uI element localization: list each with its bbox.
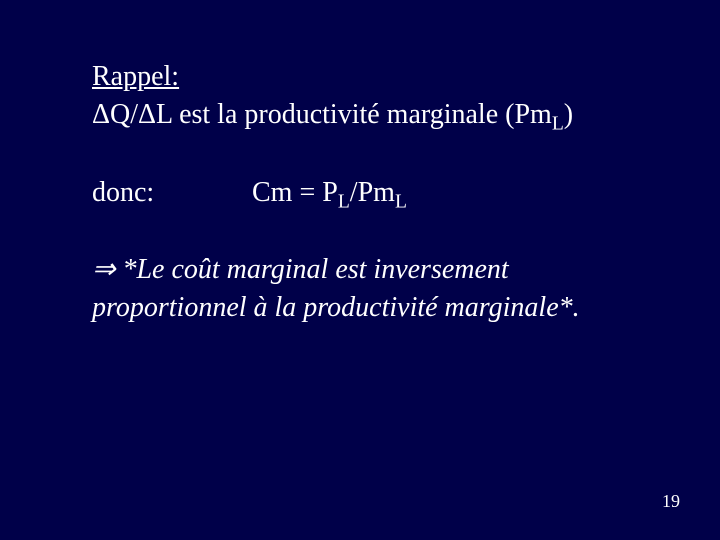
block1-close: ): [564, 99, 573, 130]
slide-content: Rappel: ΔQ/ΔL est la productivité margin…: [92, 58, 652, 327]
eq-p1: Cm = P: [252, 177, 338, 208]
equation: Cm = PL/PmL: [252, 174, 407, 212]
rappel-title: Rappel:: [92, 61, 179, 92]
donc-label: donc:: [92, 174, 252, 212]
eq-sub1: L: [338, 191, 350, 212]
block2: donc: Cm = PL/PmL: [92, 174, 652, 212]
block1-line: ΔQ/ΔL est la productivité marginale (PmL…: [92, 99, 573, 130]
block3: ⇒ *Le coût marginal est inversement prop…: [92, 251, 652, 327]
conclusion-line1: *Le coût marginal est inversement: [115, 254, 508, 285]
block1-text: ΔQ/ΔL est la productivité marginale (Pm: [92, 99, 552, 130]
page-number: 19: [662, 491, 680, 512]
block1-sub: L: [552, 113, 564, 134]
block1: Rappel: ΔQ/ΔL est la productivité margin…: [92, 58, 652, 134]
conclusion-line2: proportionnel à la productivité marginal…: [92, 292, 580, 323]
arrow-icon: ⇒: [92, 254, 115, 285]
eq-sub2: L: [395, 191, 407, 212]
eq-p2: /Pm: [350, 177, 395, 208]
